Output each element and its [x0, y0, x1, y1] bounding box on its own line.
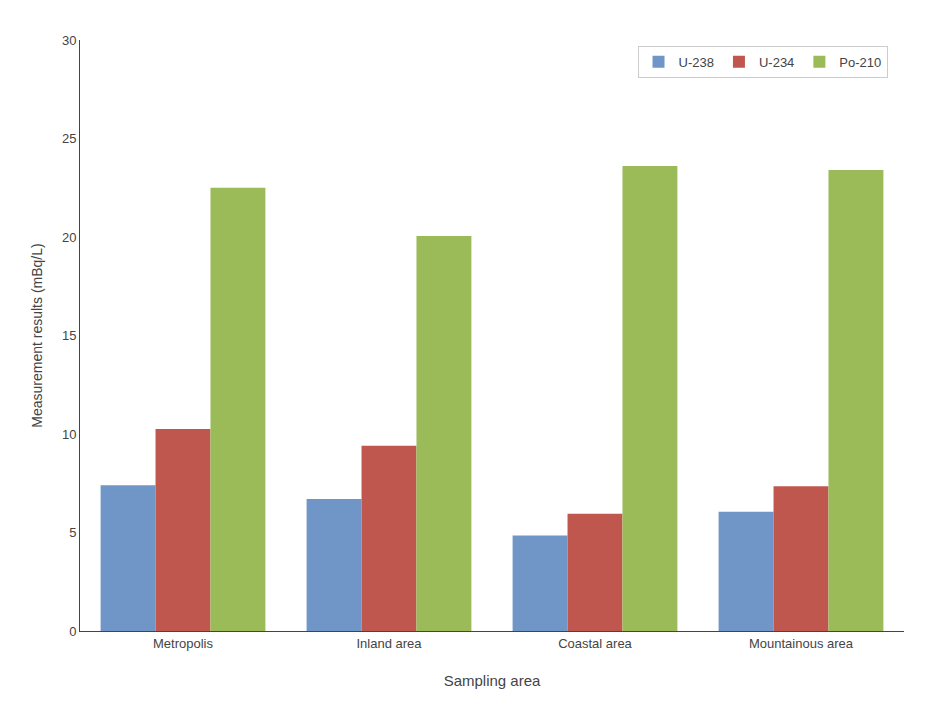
svg-text:0: 0	[69, 624, 76, 639]
svg-text:Measurement results (mBq/L): Measurement results (mBq/L)	[29, 243, 45, 427]
svg-text:Mountainous area: Mountainous area	[749, 636, 854, 651]
svg-text:U-238: U-238	[679, 55, 714, 70]
svg-text:Inland area: Inland area	[356, 636, 422, 651]
svg-text:30: 30	[62, 33, 76, 48]
svg-text:Coastal area: Coastal area	[558, 636, 632, 651]
svg-text:Metropolis: Metropolis	[153, 636, 213, 651]
svg-text:15: 15	[62, 328, 76, 343]
svg-text:U-234: U-234	[759, 55, 794, 70]
svg-text:Sampling area: Sampling area	[444, 672, 541, 689]
svg-text:Po-210: Po-210	[839, 55, 881, 70]
svg-text:25: 25	[62, 131, 76, 146]
svg-text:20: 20	[62, 230, 76, 245]
svg-text:10: 10	[62, 427, 76, 442]
svg-text:5: 5	[69, 525, 76, 540]
